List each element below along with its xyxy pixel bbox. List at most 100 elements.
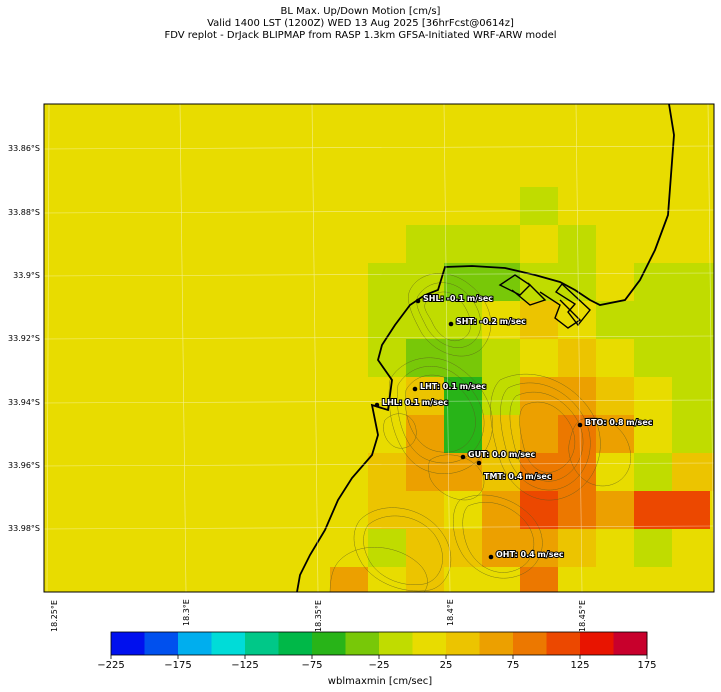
grid-cell [482,529,520,567]
grid-cell [520,187,558,225]
grid-cell [482,453,520,491]
grid-cell [558,339,596,377]
grid-cell [368,301,406,339]
grid-cell [672,377,714,415]
lat-label-6: 33.96°S [8,461,40,470]
lat-label-2: 33.88°S [8,208,40,217]
grid-cell [520,301,558,339]
grid-cell [558,529,596,567]
grid-cell [672,453,714,491]
station-label-tmt: TMT: 0.4 m/sec [484,472,552,481]
grid-cell [596,491,634,529]
lon-label-1: 18.25°E [50,600,59,632]
graticule [43,103,715,593]
station-label-gut: GUT: 0.0 m/sec [468,450,535,459]
grid-cell [444,453,482,491]
grid-cell [368,263,444,301]
grid-cell [634,339,714,377]
grid-cell [368,529,406,567]
colorbar-tick-label: 25 [439,660,453,671]
grid-cell [558,453,596,491]
station-markers: SHL: -0.1 m/sec SHT: -0.2 m/sec LHT: 0.1 m… [374,293,654,560]
grid-cell [330,567,368,592]
grid-cell [444,339,482,377]
lat-label-3: 33.9°S [13,271,40,280]
station-label-shl: SHL: -0.1 m/sec [423,294,493,303]
station-marker-bto [577,422,583,428]
lon-label-5: 18.45°E [578,600,587,632]
station-label-lht: LHT: 0.1 m/sec [420,382,486,391]
colorbar-tick-label: 175 [637,660,657,671]
colorbar-title: wblmaxmin [cm/sec] [327,676,433,687]
grid-cell [368,453,406,491]
colorbar-tick-label: −175 [164,660,192,671]
grid-cell [444,263,482,301]
colorbar-tick-label: −75 [301,660,323,671]
grid-cell [520,491,558,529]
grid-cell [444,529,482,567]
grid-cell [634,453,672,491]
grid-cell [368,339,406,377]
station-marker-sht [448,321,454,327]
grid-cell [558,225,596,263]
colorbar-tick-label: −225 [97,660,125,671]
lon-label-2: 18.3°E [182,599,191,626]
title-line-3: FDV replot - DrJack BLIPMAP from RASP 1.… [164,30,557,41]
station-marker-tmt [476,460,482,466]
lon-label-4: 18.4°E [446,599,455,626]
map-frame [43,103,715,593]
lon-label-3: 18.35°E [314,600,323,632]
station-label-lhl: LHL: 0.1 m/sec [382,398,448,407]
harbour-outline [498,274,591,329]
map-title: BL Max. Up/Down Motion [cm/s] Valid 1400… [0,6,721,42]
title-line-1: BL Max. Up/Down Motion [cm/s] [280,6,441,17]
title-line-2: Valid 1400 LST (1200Z) WED 13 Aug 2025 [… [207,18,514,29]
coastline [296,103,675,593]
lat-label-7: 33.98°S [8,524,40,533]
grid-cell [520,529,558,567]
lat-label-1: 33.86°S [8,144,40,153]
grid-cell [558,377,596,415]
station-label-oht: OHT: 0.4 m/sec [496,550,564,559]
colorbar-tick-label: −125 [231,660,259,671]
station-label-bto: BTO: 0.8 m/sec [585,418,653,427]
grid-cell [406,377,444,415]
forecast-grid [44,104,714,592]
grid-cell [482,377,520,415]
station-marker-shl [415,298,421,304]
station-label-sht: SHT: -0.2 m/sec [456,317,526,326]
colorbar-tick-label: 75 [506,660,520,671]
grid-cell [634,529,672,567]
station-marker-lhl [374,402,380,408]
grid-cell [558,491,596,529]
lat-label-5: 33.94°S [8,398,40,407]
terrain-contours [329,273,632,592]
grid-cell [482,225,520,263]
grid-cell [634,491,710,529]
grid-cell [482,491,520,529]
station-marker-gut [460,454,466,460]
station-marker-lht [412,386,418,392]
grid-cell [406,567,444,592]
grid-cell [368,491,406,529]
grid-cell [596,301,714,339]
grid-cell [634,263,714,301]
colorbar-tick-label: 125 [570,660,590,671]
grid-cell [406,225,482,263]
grid-cell [482,415,520,453]
grid-cell [482,339,520,377]
grid-cell [672,415,714,453]
grid-cell [520,567,558,592]
grid-cell [520,415,558,453]
grid-cell [596,415,634,453]
lat-label-4: 33.92°S [8,334,40,343]
grid-cell [558,263,596,301]
grid-cell [406,529,444,567]
station-marker-oht [488,554,494,560]
grid-cell [406,301,482,339]
grid-cell [406,491,444,529]
grid-cell [596,377,634,415]
colorbar-tick-label: −25 [368,660,390,671]
grid-cell [406,453,444,491]
